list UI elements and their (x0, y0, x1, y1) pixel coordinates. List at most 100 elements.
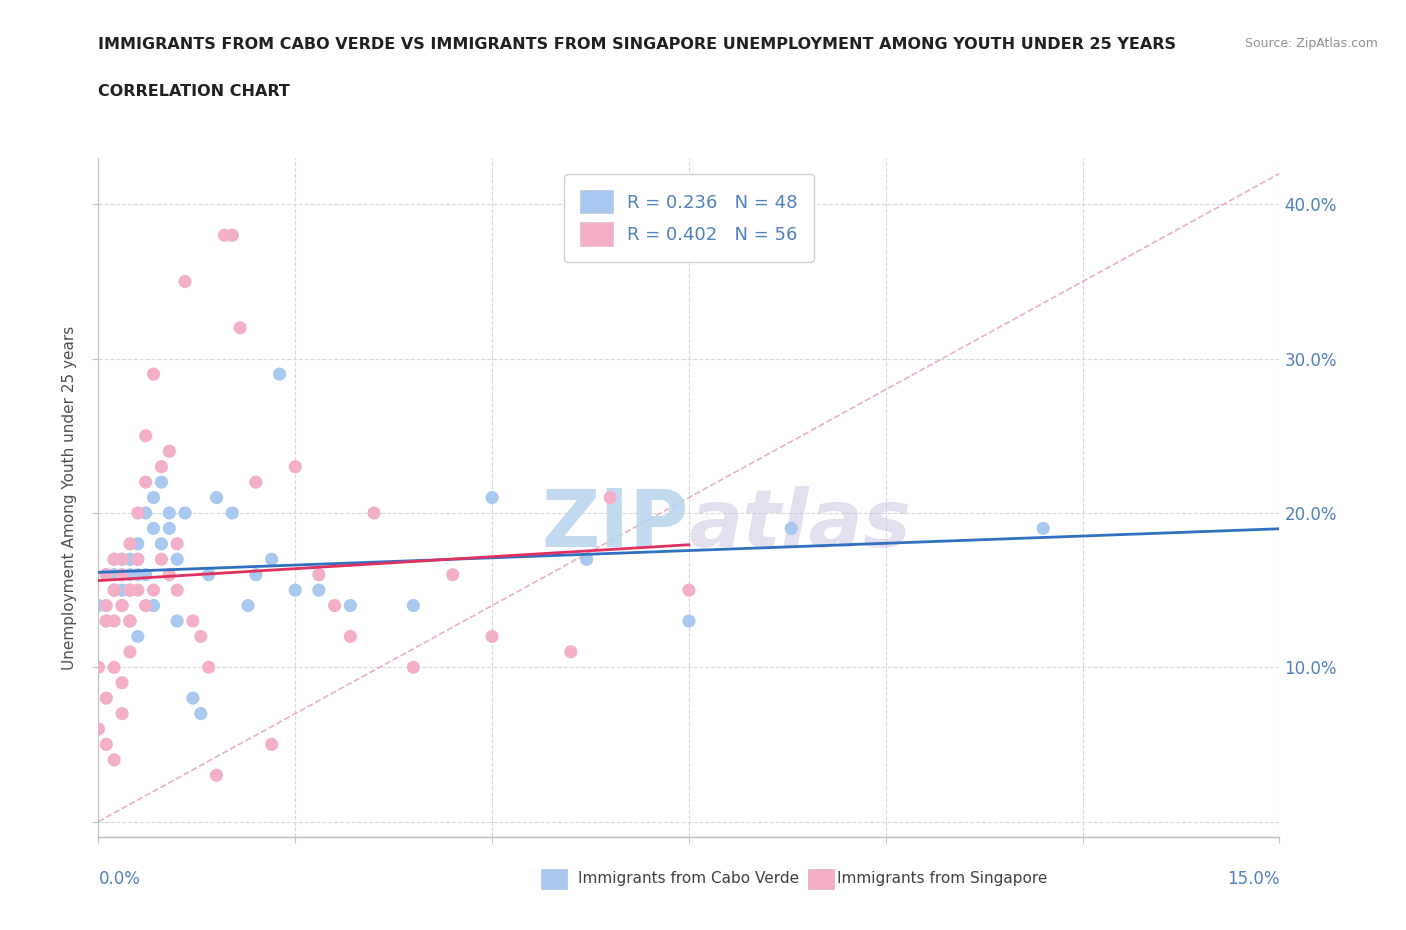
Point (111, 551, 134, 566)
Point (87, 660, 110, 675)
Point (135, 567, 157, 582)
Point (157, 567, 180, 582)
Point (135, 598, 157, 613)
Y-axis label: Unemployment Among Youth under 25 years: Unemployment Among Youth under 25 years (62, 326, 77, 670)
Point (118, 567, 141, 582)
Point (103, 583, 125, 598)
Point (150, 474, 173, 489)
Point (135, 429, 157, 444)
Point (260, 551, 283, 566)
Text: 15.0%: 15.0% (1227, 870, 1279, 888)
Point (245, 567, 267, 582)
Point (157, 444, 180, 458)
Point (103, 752, 125, 767)
Point (111, 551, 134, 566)
Point (96, 598, 118, 613)
Point (111, 598, 134, 613)
Point (205, 768, 228, 783)
Point (142, 366, 165, 381)
Point (236, 598, 259, 613)
Point (103, 614, 125, 629)
Point (678, 583, 700, 598)
Point (142, 490, 165, 505)
Point (1032, 521, 1054, 536)
Text: atlas: atlas (689, 485, 911, 564)
Point (284, 459, 307, 474)
Point (363, 506, 385, 521)
Point (339, 598, 361, 613)
Point (181, 691, 204, 706)
Point (118, 614, 141, 629)
Point (96, 737, 118, 751)
Text: Immigrants from Cabo Verde: Immigrants from Cabo Verde (578, 871, 800, 886)
Point (197, 567, 219, 582)
Text: Source: ZipAtlas.com: Source: ZipAtlas.com (1244, 37, 1378, 50)
Point (87, 722, 110, 737)
Point (339, 629, 361, 644)
Point (402, 598, 425, 613)
Point (118, 537, 141, 551)
Point (481, 490, 503, 505)
Point (221, 228, 243, 243)
Text: CORRELATION CHART: CORRELATION CHART (98, 84, 290, 99)
Point (118, 614, 141, 629)
Point (214, 228, 236, 243)
Point (323, 598, 346, 613)
Point (780, 521, 803, 536)
Point (87, 598, 110, 613)
Point (402, 660, 425, 675)
Point (157, 506, 180, 521)
Point (166, 614, 188, 629)
Point (150, 459, 173, 474)
Point (135, 506, 157, 521)
Point (96, 614, 118, 629)
Point (135, 474, 157, 489)
Point (111, 583, 134, 598)
Point (190, 629, 212, 644)
Text: 0.0%: 0.0% (98, 870, 141, 888)
Point (205, 490, 228, 505)
Point (575, 551, 598, 566)
Point (174, 274, 197, 289)
Point (221, 506, 243, 521)
Point (308, 567, 330, 582)
Point (127, 567, 149, 582)
Point (127, 583, 149, 598)
Point (481, 629, 503, 644)
Point (127, 629, 149, 644)
Point (284, 583, 307, 598)
Point (599, 490, 621, 505)
Point (118, 551, 141, 566)
Point (678, 614, 700, 629)
Point (142, 598, 165, 613)
Point (142, 521, 165, 536)
Point (181, 614, 204, 629)
Point (260, 737, 283, 751)
Point (127, 506, 149, 521)
Point (103, 551, 125, 566)
Point (441, 567, 464, 582)
Point (190, 706, 212, 721)
Point (111, 567, 134, 582)
Point (560, 644, 582, 659)
Point (245, 474, 267, 489)
Point (150, 551, 173, 566)
Text: IMMIGRANTS FROM CABO VERDE VS IMMIGRANTS FROM SINGAPORE UNEMPLOYMENT AMONG YOUTH: IMMIGRANTS FROM CABO VERDE VS IMMIGRANTS… (98, 37, 1177, 52)
Text: ZIP: ZIP (541, 485, 689, 564)
Point (127, 551, 149, 566)
Point (111, 598, 134, 613)
Point (127, 551, 149, 566)
Point (103, 583, 125, 598)
Point (166, 551, 188, 566)
Point (229, 320, 252, 335)
Point (150, 537, 173, 551)
Point (111, 706, 134, 721)
Point (157, 521, 180, 536)
Point (127, 537, 149, 551)
Point (96, 691, 118, 706)
Point (111, 567, 134, 582)
Point (142, 583, 165, 598)
Point (103, 660, 125, 675)
Point (103, 551, 125, 566)
Point (118, 583, 141, 598)
